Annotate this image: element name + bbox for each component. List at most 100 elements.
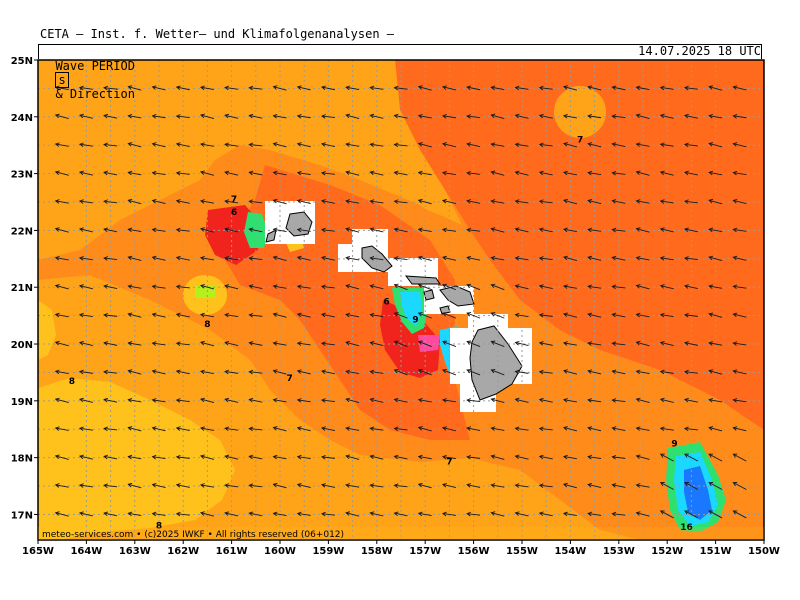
- direction-arrow: [127, 170, 142, 176]
- direction-arrow: [127, 482, 142, 489]
- direction-arrow: [272, 284, 287, 289]
- direction-arrow: [659, 199, 674, 204]
- direction-arrow: [78, 284, 94, 290]
- direction-arrow: [490, 227, 505, 233]
- direction-arrow: [708, 142, 723, 148]
- direction-arrow: [103, 284, 118, 290]
- direction-arrow: [490, 283, 505, 291]
- lon-tick-label: 150W: [748, 546, 780, 557]
- direction-arrow: [635, 227, 650, 233]
- direction-arrow: [417, 454, 432, 460]
- direction-arrow: [345, 340, 360, 347]
- direction-arrow: [417, 340, 432, 347]
- direction-arrow: [441, 398, 456, 403]
- direction-arrow: [514, 284, 529, 290]
- direction-arrow: [320, 170, 335, 176]
- direction-arrow: [514, 113, 529, 119]
- direction-arrow: [538, 199, 553, 204]
- direction-arrow: [611, 170, 626, 176]
- direction-arrow: [466, 340, 481, 347]
- direction-arrow: [175, 483, 190, 488]
- direction-arrow: [490, 199, 505, 204]
- subtitle-suffix: & Direction: [55, 87, 135, 101]
- direction-arrow: [78, 312, 93, 318]
- direction-arrow: [224, 340, 239, 347]
- direction-arrow: [393, 170, 408, 176]
- direction-arrow: [345, 170, 360, 176]
- contour-label: 7: [287, 374, 293, 384]
- direction-arrow: [54, 312, 69, 318]
- direction-arrow: [248, 397, 263, 403]
- direction-arrow: [659, 369, 674, 375]
- direction-arrow: [466, 454, 481, 460]
- direction-arrow: [587, 142, 602, 148]
- direction-arrow: [466, 227, 481, 233]
- direction-arrow: [466, 255, 481, 261]
- direction-arrow: [78, 483, 93, 488]
- direction-arrow: [369, 199, 384, 204]
- direction-arrow: [393, 85, 408, 91]
- direction-arrow: [441, 227, 456, 233]
- direction-arrow: [441, 255, 457, 261]
- direction-arrow: [320, 114, 335, 119]
- lon-tick-label: 158W: [361, 546, 393, 557]
- period-patch-ne: [554, 86, 606, 138]
- contour-label: 9: [412, 315, 418, 325]
- direction-arrow: [490, 85, 505, 91]
- direction-arrow: [417, 198, 432, 205]
- direction-arrow: [538, 426, 553, 432]
- direction-arrow: [272, 369, 287, 375]
- direction-arrow: [296, 284, 311, 290]
- direction-arrow: [151, 284, 166, 290]
- contour-label: 7: [446, 457, 452, 467]
- direction-arrow: [54, 142, 69, 147]
- direction-arrow: [732, 170, 747, 176]
- period-band-7-8-nw: [38, 60, 462, 260]
- direction-arrow: [175, 398, 190, 403]
- direction-arrow: [466, 426, 481, 432]
- period-band-8-9-west: [38, 300, 56, 360]
- direction-arrow: [224, 85, 239, 91]
- direction-arrow: [393, 227, 408, 233]
- direction-arrow: [320, 398, 335, 403]
- direction-arrow: [683, 312, 698, 318]
- direction-arrow: [54, 199, 69, 204]
- direction-arrow: [369, 397, 384, 403]
- direction-arrow: [199, 227, 215, 233]
- direction-arrow: [224, 199, 239, 204]
- lat-tick-label: 21N: [11, 283, 33, 294]
- island-molokai: [404, 275, 441, 285]
- direction-arrow: [78, 113, 94, 119]
- direction-arrow: [296, 511, 311, 517]
- valid-time: 14.07.2025 18 UTC: [638, 44, 761, 58]
- direction-arrow: [320, 312, 335, 318]
- direction-arrow: [490, 142, 505, 147]
- direction-arrow: [490, 511, 505, 517]
- direction-arrow: [417, 368, 432, 376]
- contour-label: 6: [383, 297, 389, 307]
- direction-arrow: [103, 85, 118, 91]
- direction-arrow: [54, 426, 69, 431]
- direction-arrow: [683, 284, 698, 290]
- direction-arrow: [562, 113, 577, 119]
- direction-arrow: [103, 256, 118, 261]
- direction-arrow: [417, 397, 432, 403]
- page-title: CETA — Inst. f. Wetter— und Klimafolgena…: [40, 27, 395, 41]
- direction-arrow: [732, 198, 747, 204]
- direction-arrow: [466, 85, 481, 91]
- period-band-8-9-sw: [38, 378, 235, 540]
- direction-arrow: [103, 511, 118, 517]
- direction-arrow: [296, 142, 311, 148]
- direction-arrow: [635, 483, 650, 488]
- direction-arrow: [272, 312, 287, 318]
- direction-arrow: [320, 227, 335, 233]
- lon-tick-label: 156W: [458, 546, 490, 557]
- direction-arrow: [199, 397, 215, 404]
- direction-arrow: [683, 199, 698, 204]
- direction-arrow: [708, 510, 723, 519]
- direction-arrow: [538, 85, 553, 91]
- direction-arrow: [103, 113, 118, 119]
- direction-arrow: [514, 142, 529, 148]
- direction-arrow: [199, 170, 215, 176]
- direction-arrow: [490, 483, 505, 488]
